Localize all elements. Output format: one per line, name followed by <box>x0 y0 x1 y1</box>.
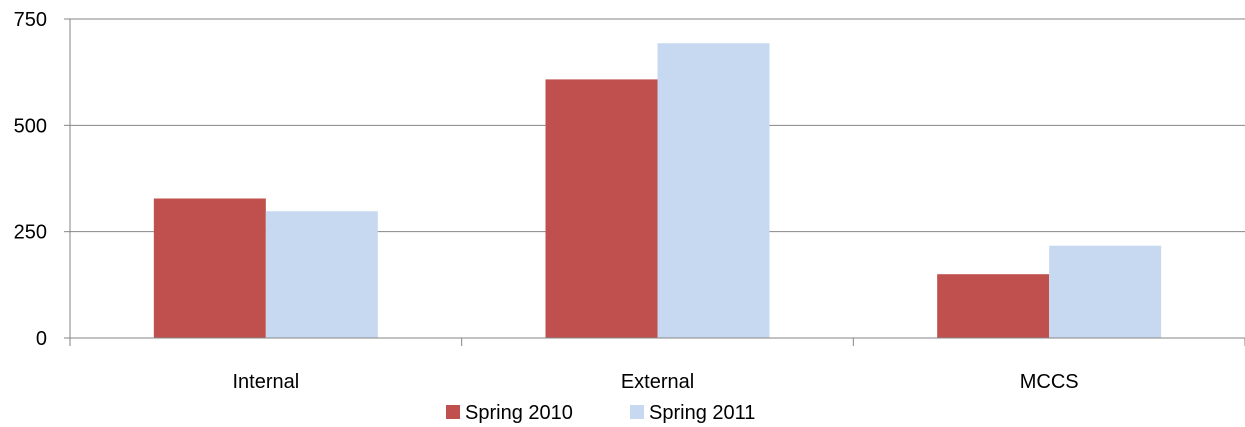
axes <box>69 19 1245 346</box>
y-axis-tick-labels: 0 250 500 750 <box>14 9 47 350</box>
x-tick-label: MCCS <box>1020 371 1079 393</box>
x-tick-label: External <box>621 371 694 393</box>
bar-spring-2010-external <box>545 79 658 338</box>
y-tick-label: 500 <box>14 115 47 137</box>
bar-spring-2011-mccs <box>1049 245 1162 338</box>
legend-swatch <box>630 405 644 419</box>
legend: Spring 2010 Spring 2011 <box>446 402 755 424</box>
x-axis-tick-labels: Internal External MCCS <box>232 371 1078 393</box>
x-tick-label: Internal <box>232 371 299 393</box>
bar-spring-2011-external <box>657 43 770 339</box>
bar-spring-2010-internal <box>153 198 266 338</box>
legend-swatch <box>446 405 460 419</box>
y-tick-label: 250 <box>14 222 47 244</box>
bar-spring-2010-mccs <box>937 274 1050 338</box>
bar-spring-2011-internal <box>265 211 378 338</box>
legend-label: Spring 2010 <box>465 402 573 424</box>
bars <box>153 43 1162 339</box>
y-tick-label: 750 <box>14 9 47 31</box>
legend-label: Spring 2011 <box>649 402 755 424</box>
y-tick-label: 0 <box>36 328 47 350</box>
